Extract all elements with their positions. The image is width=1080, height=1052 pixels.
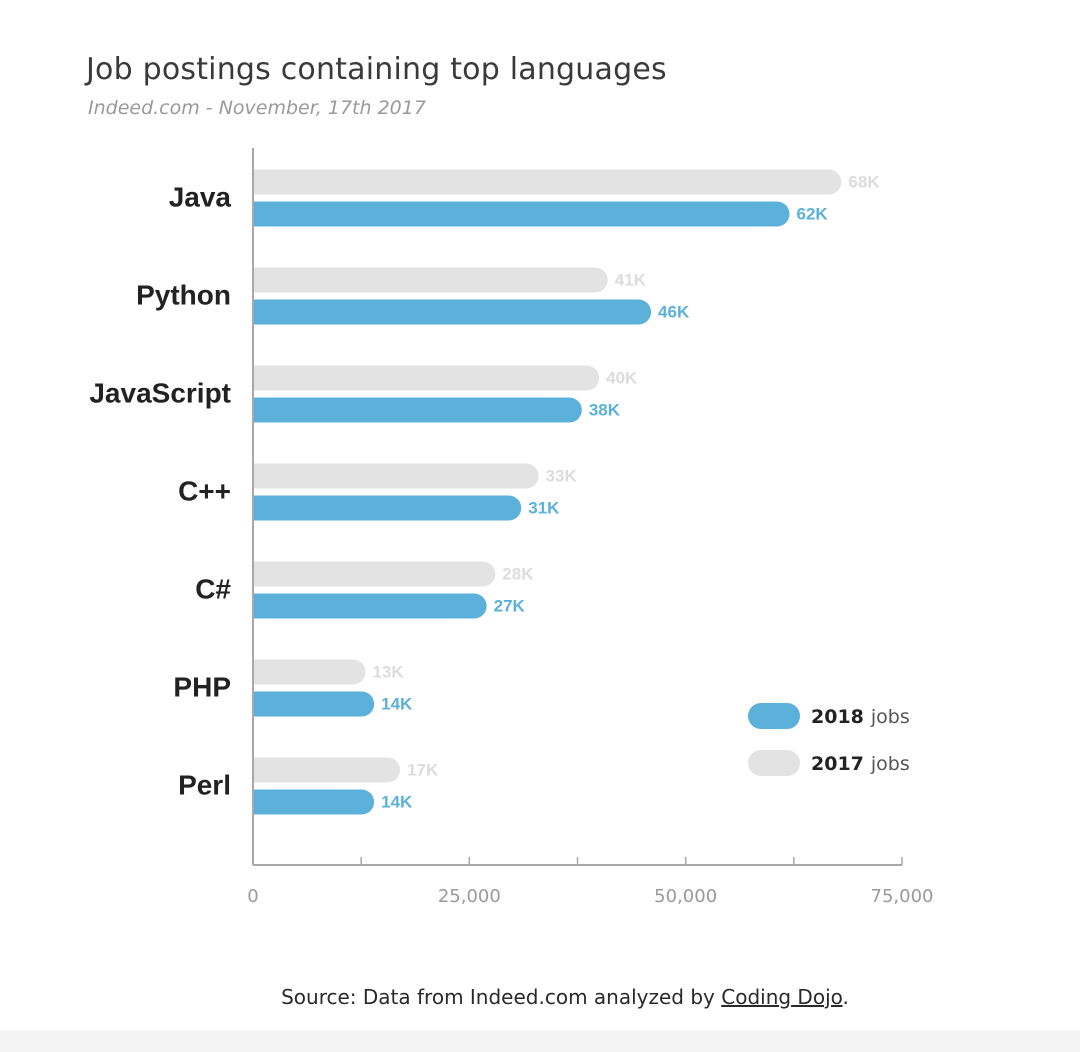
coding-dojo-link[interactable]: Coding Dojo bbox=[721, 985, 843, 1009]
data-label-2018-python: 46K bbox=[658, 302, 690, 321]
bar-2018-perl bbox=[253, 789, 375, 815]
source-suffix: . bbox=[842, 985, 849, 1009]
bottom-strip bbox=[0, 1030, 1080, 1052]
category-label-java: Java bbox=[169, 181, 232, 212]
x-tick-label: 75,000 bbox=[871, 886, 934, 907]
bar-2017-csharp bbox=[253, 561, 496, 587]
data-label-2018-javascript: 38K bbox=[589, 400, 621, 419]
bar-2018-python bbox=[253, 299, 652, 325]
legend: 2018 jobs 2017 jobs bbox=[748, 703, 910, 776]
bar-2017-php bbox=[253, 659, 366, 685]
legend-item-2017-swatch bbox=[748, 750, 800, 776]
bar-2017-javascript bbox=[253, 365, 600, 391]
bar-2018-php bbox=[253, 691, 375, 717]
bars-layer: Java 68K 62K Python 41K 46K JavaScript 40K 38K C+… bbox=[89, 169, 880, 815]
chart-title: Job postings containing top languages bbox=[86, 52, 667, 87]
bar-chart: Java 68K 62K Python 41K 46K JavaScript 40K 38K C+… bbox=[89, 148, 933, 907]
bar-2018-java bbox=[253, 201, 790, 227]
data-label-2018-java: 62K bbox=[797, 204, 829, 223]
legend-item-2018-swatch bbox=[748, 703, 800, 729]
legend-item-2017: 2017 jobs bbox=[748, 750, 910, 776]
category-label-javascript: JavaScript bbox=[89, 377, 231, 408]
data-label-2017-csharp: 28K bbox=[502, 564, 534, 583]
data-label-2017-java: 68K bbox=[848, 172, 880, 191]
x-tick-label: 0 bbox=[247, 886, 258, 907]
x-tick-label: 50,000 bbox=[654, 886, 717, 907]
data-label-2018-cplusplus: 31K bbox=[528, 498, 560, 517]
bar-2018-csharp bbox=[253, 593, 487, 619]
bar-2017-python bbox=[253, 267, 608, 293]
legend-item-2018-suffix: jobs bbox=[870, 706, 910, 728]
data-label-2018-perl: 14K bbox=[381, 792, 413, 811]
legend-item-2017-year: 2017 bbox=[811, 753, 864, 775]
data-label-2017-cplusplus: 33K bbox=[546, 466, 578, 485]
legend-item-2018: 2018 jobs bbox=[748, 703, 910, 729]
category-label-csharp: C# bbox=[195, 573, 231, 604]
legend-item-2018-year: 2018 bbox=[811, 706, 864, 728]
source-caption: Source: Data from Indeed.com analyzed by… bbox=[0, 985, 1080, 1009]
legend-item-2018-label: 2018 jobs bbox=[811, 706, 910, 728]
data-label-2018-csharp: 27K bbox=[494, 596, 526, 615]
category-label-cplusplus: C++ bbox=[178, 475, 231, 506]
category-label-perl: Perl bbox=[178, 769, 231, 800]
bar-2018-javascript bbox=[253, 397, 582, 423]
chart-subtitle: Indeed.com - November, 17th 2017 bbox=[88, 97, 426, 119]
axis-layer: 0 25,000 50,000 75,000 bbox=[247, 148, 933, 907]
data-label-2017-python: 41K bbox=[615, 270, 647, 289]
bar-2018-cplusplus bbox=[253, 495, 522, 521]
bar-2017-cplusplus bbox=[253, 463, 539, 489]
source-prefix: Source: Data from Indeed.com analyzed by bbox=[281, 985, 722, 1009]
data-label-2018-php: 14K bbox=[381, 694, 413, 713]
legend-item-2017-suffix: jobs bbox=[870, 753, 910, 775]
category-label-php: PHP bbox=[173, 671, 231, 702]
data-label-2017-javascript: 40K bbox=[606, 368, 638, 387]
bar-2017-java bbox=[253, 169, 842, 195]
category-label-python: Python bbox=[136, 279, 231, 310]
data-label-2017-php: 13K bbox=[372, 662, 404, 681]
bar-2017-perl bbox=[253, 757, 401, 783]
legend-item-2017-label: 2017 jobs bbox=[811, 753, 910, 775]
x-tick-label: 25,000 bbox=[438, 886, 501, 907]
data-label-2017-perl: 17K bbox=[407, 760, 439, 779]
